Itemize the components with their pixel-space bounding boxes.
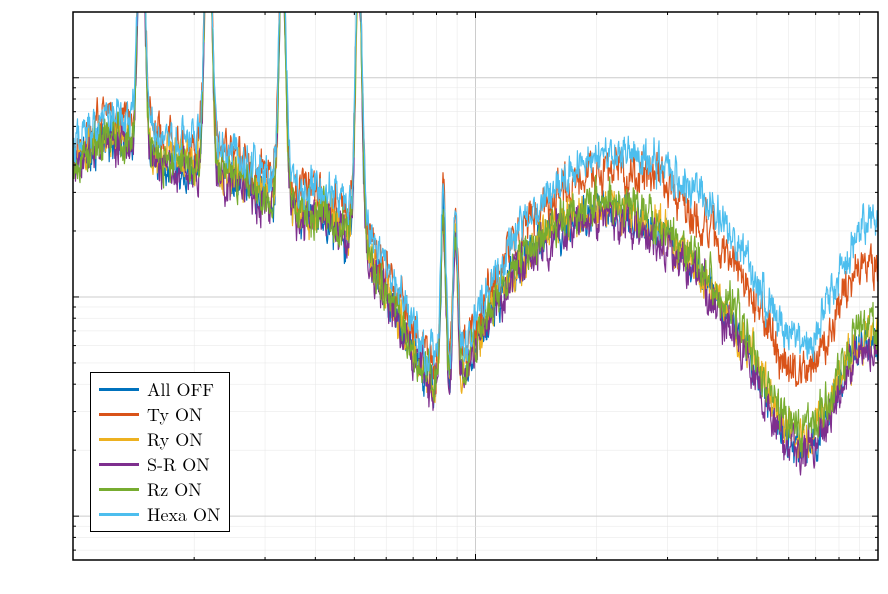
legend-item-ty-on: Ty ON	[99, 402, 221, 427]
legend-item-rz-on: Rz ON	[99, 477, 221, 502]
legend-swatch	[99, 388, 139, 391]
legend-label: S-R ON	[147, 452, 210, 477]
legend-label: Ry ON	[147, 427, 203, 452]
legend-swatch	[99, 488, 139, 491]
legend-item-ry-on: Ry ON	[99, 427, 221, 452]
legend-item-hexa-on: Hexa ON	[99, 502, 221, 527]
chart-legend: All OFFTy ONRy ONS-R ONRz ONHexa ON	[90, 372, 230, 532]
legend-label: Ty ON	[147, 402, 203, 427]
legend-swatch	[99, 438, 139, 441]
legend-label: All OFF	[147, 377, 214, 402]
legend-swatch	[99, 413, 139, 416]
legend-item-all-off: All OFF	[99, 377, 221, 402]
legend-label: Rz ON	[147, 477, 202, 502]
legend-swatch	[99, 463, 139, 466]
legend-label: Hexa ON	[147, 502, 221, 527]
legend-item-s-r-on: S-R ON	[99, 452, 221, 477]
legend-swatch	[99, 513, 139, 516]
spectrum-chart: All OFFTy ONRy ONS-R ONRz ONHexa ON	[0, 0, 888, 594]
